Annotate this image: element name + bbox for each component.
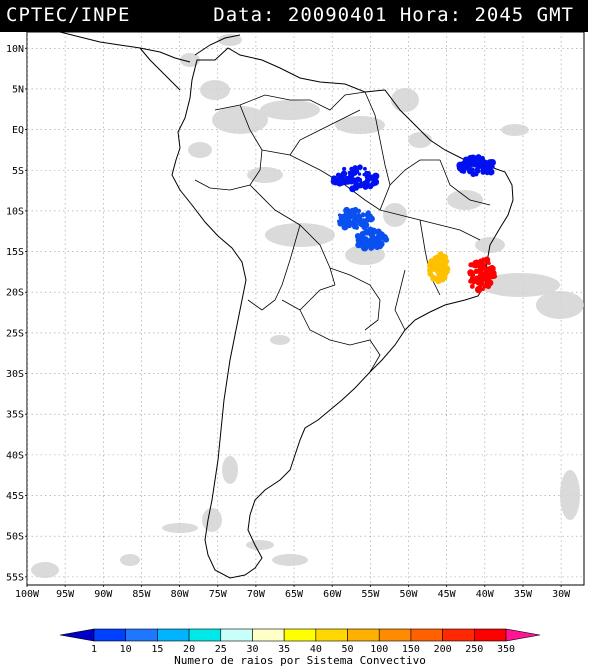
map-frame [26, 31, 585, 586]
lon-tick-label: 55W [361, 589, 380, 600]
lat-tick-label: 45S [6, 491, 24, 502]
lightning-cluster [427, 251, 451, 285]
header-bar: CPTEC/INPE Data: 20090401 Hora: 2045 GMT [0, 0, 588, 32]
datetime-label: Data: 20090401 Hora: 2045 GMT [213, 4, 574, 26]
lat-tick-label: 5N [12, 84, 24, 95]
colorbar-segment [315, 628, 348, 642]
lon-tick-label: 60W [323, 589, 342, 600]
lat-tick-label: 25S [6, 328, 24, 339]
lon-tick-label: 80W [171, 589, 190, 600]
colorbar-segment [157, 628, 190, 642]
country-borders [194, 91, 491, 373]
lightning-cluster [467, 256, 498, 294]
lightning-cluster [456, 154, 496, 178]
colorbar-segment [252, 628, 285, 642]
colorbar-label: 350 [497, 644, 515, 655]
colorbar-segment [347, 628, 380, 642]
lon-tick-label: 45W [438, 589, 457, 600]
lon-tick-label: 40W [476, 589, 495, 600]
latitude-labels: 10N 5N EQ 5S 10S 15S 20S 25S 30S 35S 40S 45S 50S 55S [6, 44, 27, 583]
lon-tick-label: 70W [247, 589, 266, 600]
lat-tick-label: 20S [6, 288, 24, 299]
lon-tick-label: 65W [285, 589, 304, 600]
lat-tick-label: 10N [6, 44, 24, 55]
lon-tick-label: 100W [15, 589, 40, 600]
lon-tick-label: 85W [132, 589, 151, 600]
lat-tick-label: EQ [12, 125, 24, 136]
lon-tick-label: 35W [514, 589, 533, 600]
colorbar: 1 10 15 20 25 30 35 40 50 100 150 200 250 350 [59, 628, 541, 655]
lat-tick-label: 50S [6, 532, 24, 543]
lat-tick-label: 15S [6, 247, 24, 258]
colorbar-label: 200 [434, 644, 452, 655]
central-america-coastline [27, 32, 241, 91]
colorbar-label: 1 [91, 644, 97, 655]
source-label: CPTEC/INPE [6, 4, 131, 26]
colorbar-segment [474, 628, 507, 642]
colorbar-segment [442, 628, 475, 642]
lat-tick-label: 5S [12, 166, 24, 177]
colorbar-cap-right [505, 628, 541, 642]
colorbar-segment [378, 628, 412, 642]
colorbar-segment [188, 628, 222, 642]
lon-tick-label: 30W [552, 589, 571, 600]
lightning-cluster [337, 206, 375, 231]
colorbar-title: Numero de raios por Sistema Convectivo [174, 654, 426, 667]
colorbar-cap-left [59, 628, 95, 642]
colorbar-label: 100 [370, 644, 388, 655]
colorbar-label: 15 [151, 644, 163, 655]
colorbar-segment [410, 628, 443, 642]
colorbar-label: 40 [310, 644, 322, 655]
colorbar-label: 10 [120, 644, 132, 655]
colorbar-label: 20 [183, 644, 195, 655]
colorbar-segment [220, 628, 253, 642]
colorbar-segment [93, 628, 126, 642]
longitude-labels: 100W 95W 90W 85W 80W 75W 70W 65W 60W 55W 50W 45W 40W… [15, 585, 571, 600]
colorbar-label: 150 [402, 644, 420, 655]
colorbar-label: 50 [342, 644, 354, 655]
south-america-coastline [171, 47, 514, 579]
lightning-cluster [330, 164, 380, 193]
lon-tick-label: 90W [94, 589, 113, 600]
colorbar-segment [283, 628, 317, 642]
colorbar-label: 250 [465, 644, 483, 655]
colorbar-label: 35 [278, 644, 290, 655]
lightning-cluster [354, 226, 390, 252]
colorbar-label: 25 [215, 644, 227, 655]
lat-tick-label: 30S [6, 369, 24, 380]
colorbar-label: 30 [246, 644, 258, 655]
lat-tick-label: 35S [6, 410, 24, 421]
cloud-cover [31, 34, 584, 578]
lon-tick-label: 75W [209, 589, 228, 600]
lon-tick-label: 95W [56, 589, 75, 600]
lat-tick-label: 40S [6, 450, 24, 461]
lightning-clusters [330, 154, 498, 294]
colorbar-segment [125, 628, 158, 642]
lat-tick-label: 55S [6, 572, 24, 583]
lon-tick-label: 50W [399, 589, 418, 600]
lat-tick-label: 10S [6, 206, 24, 217]
